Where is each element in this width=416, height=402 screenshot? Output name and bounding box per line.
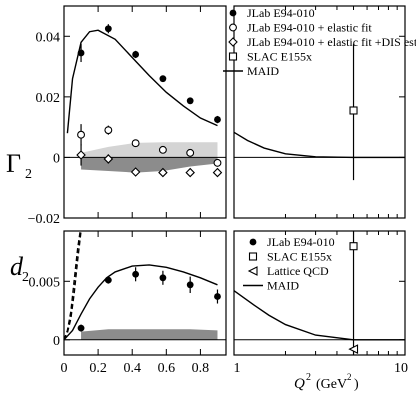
x-label-q: Q bbox=[294, 376, 305, 392]
legend-label: MAID bbox=[247, 64, 279, 78]
data-point bbox=[131, 139, 140, 148]
data-point bbox=[76, 150, 86, 160]
y-tick-label: −0.02 bbox=[28, 212, 60, 227]
data-point bbox=[159, 274, 167, 282]
curve-line bbox=[63, 264, 218, 341]
x-tick-label: 0.6 bbox=[158, 361, 176, 376]
legend-marker bbox=[229, 23, 237, 32]
legend-item: JLab E94-010 bbox=[229, 6, 315, 20]
curve-dashed bbox=[63, 230, 82, 341]
data-point bbox=[104, 25, 112, 33]
x-tick-label: 0 bbox=[61, 361, 68, 376]
lower-panel: 0.005 00 0.2 0.4 0.6 0.8 1 10 bbox=[29, 230, 408, 376]
x-tick-label: 1 bbox=[234, 361, 241, 376]
legend-item: SLAC E155x bbox=[248, 250, 332, 264]
y-tick-label: 0.005 bbox=[29, 275, 61, 290]
y-label-gamma2: Γ 2 bbox=[6, 149, 32, 182]
data-point bbox=[213, 158, 222, 167]
legend-label: SLAC E155x bbox=[247, 50, 312, 64]
legend-marker bbox=[228, 52, 238, 61]
data-point bbox=[77, 130, 86, 139]
data-point bbox=[186, 281, 194, 289]
legend-item: JLab E94-010 + elastic fit +DIS estimate bbox=[228, 35, 416, 49]
x-tick-label: 0.2 bbox=[89, 361, 107, 376]
x-tick-label: 0.8 bbox=[192, 361, 210, 376]
legend-marker bbox=[247, 266, 258, 276]
legend-label: JLab E94-010 + elastic fit +DIS estimate bbox=[247, 35, 416, 49]
data-point bbox=[158, 145, 167, 154]
x-label-unit: (GeV bbox=[316, 377, 347, 392]
data-point bbox=[214, 293, 221, 300]
y-tick-label: 0.02 bbox=[36, 91, 61, 106]
legend-label: Lattice QCD bbox=[267, 264, 329, 278]
legend-item: JLab E94-010 + elastic fit bbox=[229, 21, 372, 35]
x-tick-label: 0.4 bbox=[123, 361, 141, 376]
legend-item: Lattice QCD bbox=[247, 264, 329, 278]
legend-item: MAID bbox=[223, 64, 279, 78]
legend-label: JLab E94-010 + elastic fit bbox=[247, 21, 372, 35]
y-label-text: d bbox=[10, 252, 24, 281]
y-label-d2: d 2 bbox=[10, 252, 29, 285]
x-label-superscript: 2 bbox=[306, 372, 311, 383]
x-label-unit-close: ) bbox=[354, 377, 359, 392]
legend-label: JLab E94-010 bbox=[247, 6, 315, 20]
data-point bbox=[103, 154, 114, 164]
x-axis-title: Q 2 (GeV 2 ) bbox=[294, 372, 359, 392]
x-label-unit-superscript: 2 bbox=[347, 372, 352, 382]
data-point bbox=[132, 270, 140, 278]
y-label-text: Γ bbox=[6, 149, 21, 178]
x-tick-label: 10 bbox=[394, 361, 408, 376]
data-point bbox=[348, 344, 359, 355]
y-tick-label: 0 bbox=[53, 151, 60, 166]
data-point bbox=[186, 148, 195, 157]
data-point bbox=[104, 126, 113, 135]
legend-marker bbox=[228, 37, 238, 47]
data-point bbox=[185, 167, 195, 178]
y-tick-label: 0 bbox=[53, 334, 60, 349]
legend-marker bbox=[249, 238, 257, 246]
legend-label: JLab E94-010 bbox=[267, 235, 335, 249]
left-frame bbox=[63, 5, 227, 219]
data-point bbox=[130, 167, 141, 177]
curve-line bbox=[233, 131, 405, 159]
data-point bbox=[186, 97, 194, 105]
legend-item: SLAC E155x bbox=[228, 50, 312, 64]
legend-label: SLAC E155x bbox=[267, 250, 332, 264]
data-point bbox=[159, 75, 167, 83]
data-point bbox=[349, 242, 358, 251]
legend-marker bbox=[248, 252, 258, 261]
systematic-band bbox=[81, 329, 218, 340]
data-point bbox=[212, 167, 223, 178]
data-point bbox=[77, 324, 85, 332]
systematic-band bbox=[81, 157, 218, 173]
curve-line bbox=[66, 29, 218, 134]
left-frame bbox=[63, 230, 227, 356]
data-point bbox=[214, 116, 221, 123]
y-tick-label: 0.04 bbox=[36, 30, 61, 45]
curve-dashed bbox=[63, 230, 81, 341]
curve-line bbox=[233, 290, 405, 341]
right-frame bbox=[233, 5, 406, 219]
legend-marker bbox=[229, 9, 237, 17]
y-label-subscript: 2 bbox=[22, 270, 29, 285]
data-point bbox=[349, 106, 358, 115]
legend-label: MAID bbox=[267, 279, 299, 293]
upper-panel: 0.04 0.02 0 −0.02 bbox=[28, 5, 406, 227]
legend-item: MAID bbox=[243, 279, 299, 293]
y-label-subscript: 2 bbox=[25, 167, 32, 182]
right-frame bbox=[233, 230, 406, 356]
systematic-band bbox=[81, 142, 218, 158]
legend-item: JLab E94-010 bbox=[249, 235, 335, 249]
data-point bbox=[158, 167, 168, 178]
data-point bbox=[132, 51, 140, 58]
